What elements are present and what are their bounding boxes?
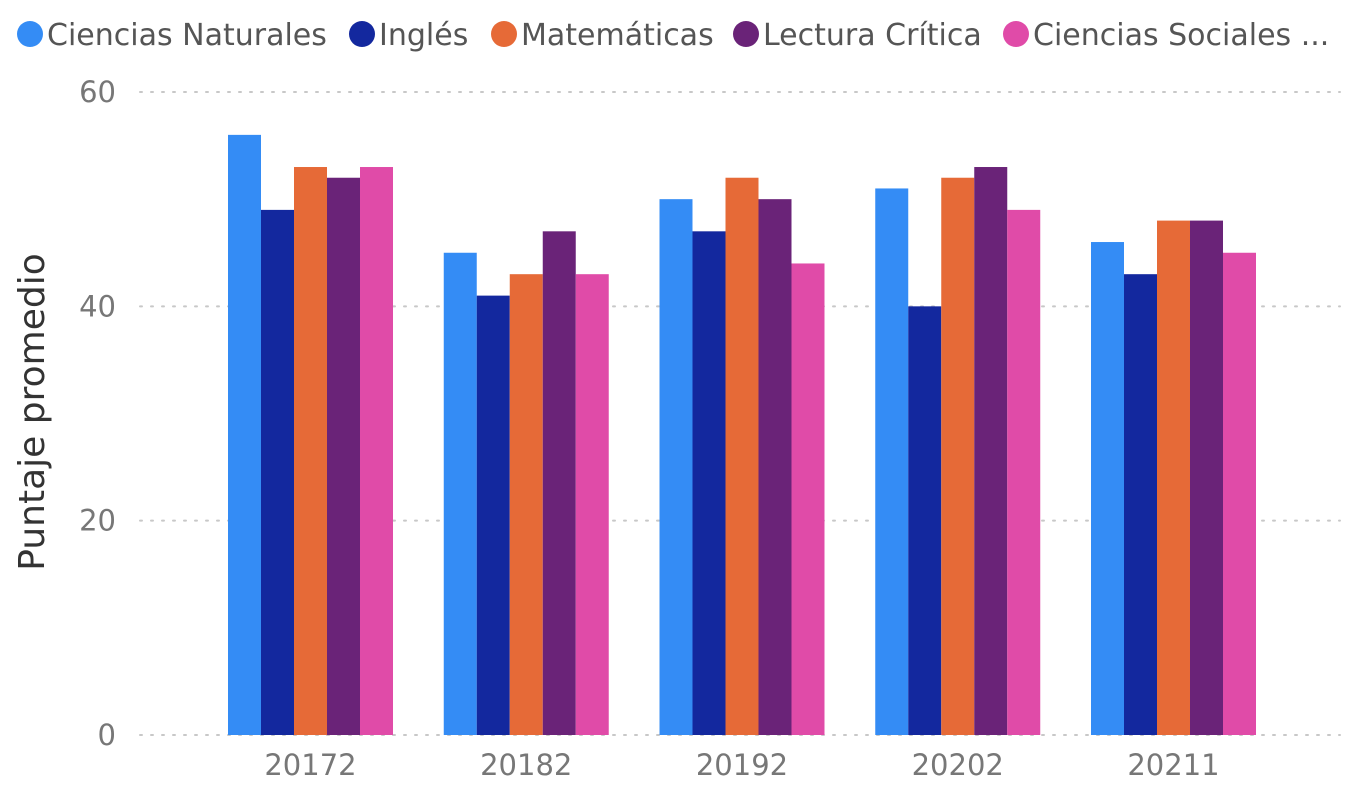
legend-label: Matemáticas <box>521 18 714 53</box>
y-tick-label: 60 <box>79 75 116 109</box>
y-tick-label: 0 <box>98 718 116 752</box>
bar[interactable] <box>908 306 942 735</box>
x-tick-label: 20202 <box>912 748 1004 782</box>
y-axis-label: Puntaje promedio <box>12 253 53 570</box>
bar[interactable] <box>875 188 909 735</box>
bar[interactable] <box>261 209 294 736</box>
bar[interactable] <box>476 295 510 735</box>
y-tick-label: 40 <box>79 289 116 323</box>
legend-label: Ciencias Naturales <box>47 18 327 53</box>
bar[interactable] <box>294 167 327 735</box>
legend-item[interactable]: Ciencias Sociales ... <box>1003 18 1329 53</box>
y-axis-ticks: 0 20 40 60 <box>79 75 116 752</box>
legend-item[interactable]: Lectura Crítica <box>733 18 982 53</box>
bars <box>228 134 1256 736</box>
bar[interactable] <box>575 274 609 735</box>
bar[interactable] <box>542 231 576 736</box>
x-axis-ticks: 20172 20182 20192 20202 20211 <box>264 748 1219 782</box>
legend-item[interactable]: Inglés <box>349 18 468 53</box>
legend-marker <box>733 21 759 47</box>
bar[interactable] <box>941 177 975 735</box>
bar[interactable] <box>1091 242 1124 736</box>
legend-item[interactable]: Ciencias Naturales <box>17 18 327 53</box>
x-tick-label: 20211 <box>1127 748 1219 782</box>
bar[interactable] <box>725 177 759 735</box>
bar[interactable] <box>1124 274 1157 735</box>
x-tick-label: 20182 <box>480 748 572 782</box>
legend-label: Inglés <box>379 18 468 53</box>
bar[interactable] <box>692 231 726 736</box>
bar[interactable] <box>1190 220 1223 736</box>
y-tick-label: 20 <box>79 504 116 538</box>
x-tick-label: 20192 <box>696 748 788 782</box>
legend-marker <box>1003 21 1029 47</box>
bar[interactable] <box>1007 209 1041 736</box>
legend-marker <box>349 21 375 47</box>
bar[interactable] <box>791 263 825 735</box>
bar[interactable] <box>758 199 792 735</box>
bar[interactable] <box>228 134 261 735</box>
bar[interactable] <box>360 167 393 735</box>
bar[interactable] <box>1223 252 1256 735</box>
bar[interactable] <box>659 199 693 735</box>
bar[interactable] <box>1157 220 1190 736</box>
legend-marker <box>491 21 517 47</box>
legend-item[interactable]: Matemáticas <box>491 18 714 53</box>
legend-label: Lectura Crítica <box>763 18 982 53</box>
x-tick-label: 20172 <box>264 748 356 782</box>
legend-label: Ciencias Sociales ... <box>1033 18 1329 53</box>
legend: Ciencias Naturales Inglés Matemáticas Lectu… <box>17 18 1329 53</box>
bar[interactable] <box>974 167 1008 735</box>
bar[interactable] <box>327 177 360 735</box>
legend-marker <box>17 21 43 47</box>
bar[interactable] <box>509 274 543 735</box>
bar[interactable] <box>443 252 477 735</box>
